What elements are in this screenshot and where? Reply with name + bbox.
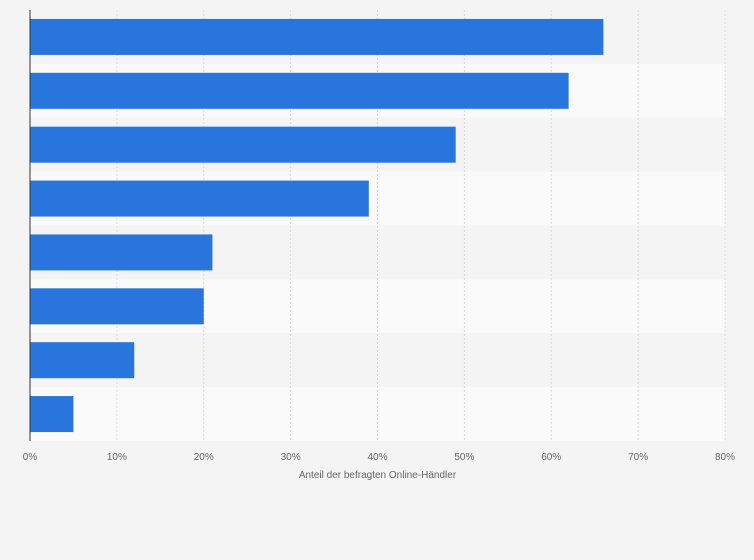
bar <box>30 126 456 163</box>
x-tick-label: 10% <box>107 452 127 463</box>
x-tick-label: 60% <box>541 452 561 463</box>
x-tick-label: 20% <box>194 452 214 463</box>
bar <box>30 396 74 433</box>
bars <box>30 18 604 433</box>
x-tick-label: 30% <box>281 452 301 463</box>
bar <box>30 72 569 109</box>
bar <box>30 180 369 217</box>
bar <box>30 288 204 325</box>
x-tick-label: 40% <box>367 452 387 463</box>
x-axis-title: Anteil der befragten Online-Händler <box>299 470 457 481</box>
x-tick-label: 50% <box>454 452 474 463</box>
bar <box>30 234 213 271</box>
x-tick-label: 70% <box>628 452 648 463</box>
x-tick-label: 0% <box>23 452 38 463</box>
bar <box>30 342 135 379</box>
x-tick-label: 80% <box>715 452 735 463</box>
bar <box>30 18 604 55</box>
x-tick-labels: 0% 10% 20% 30% 40% 50% 60% 70% 80% <box>23 452 735 463</box>
